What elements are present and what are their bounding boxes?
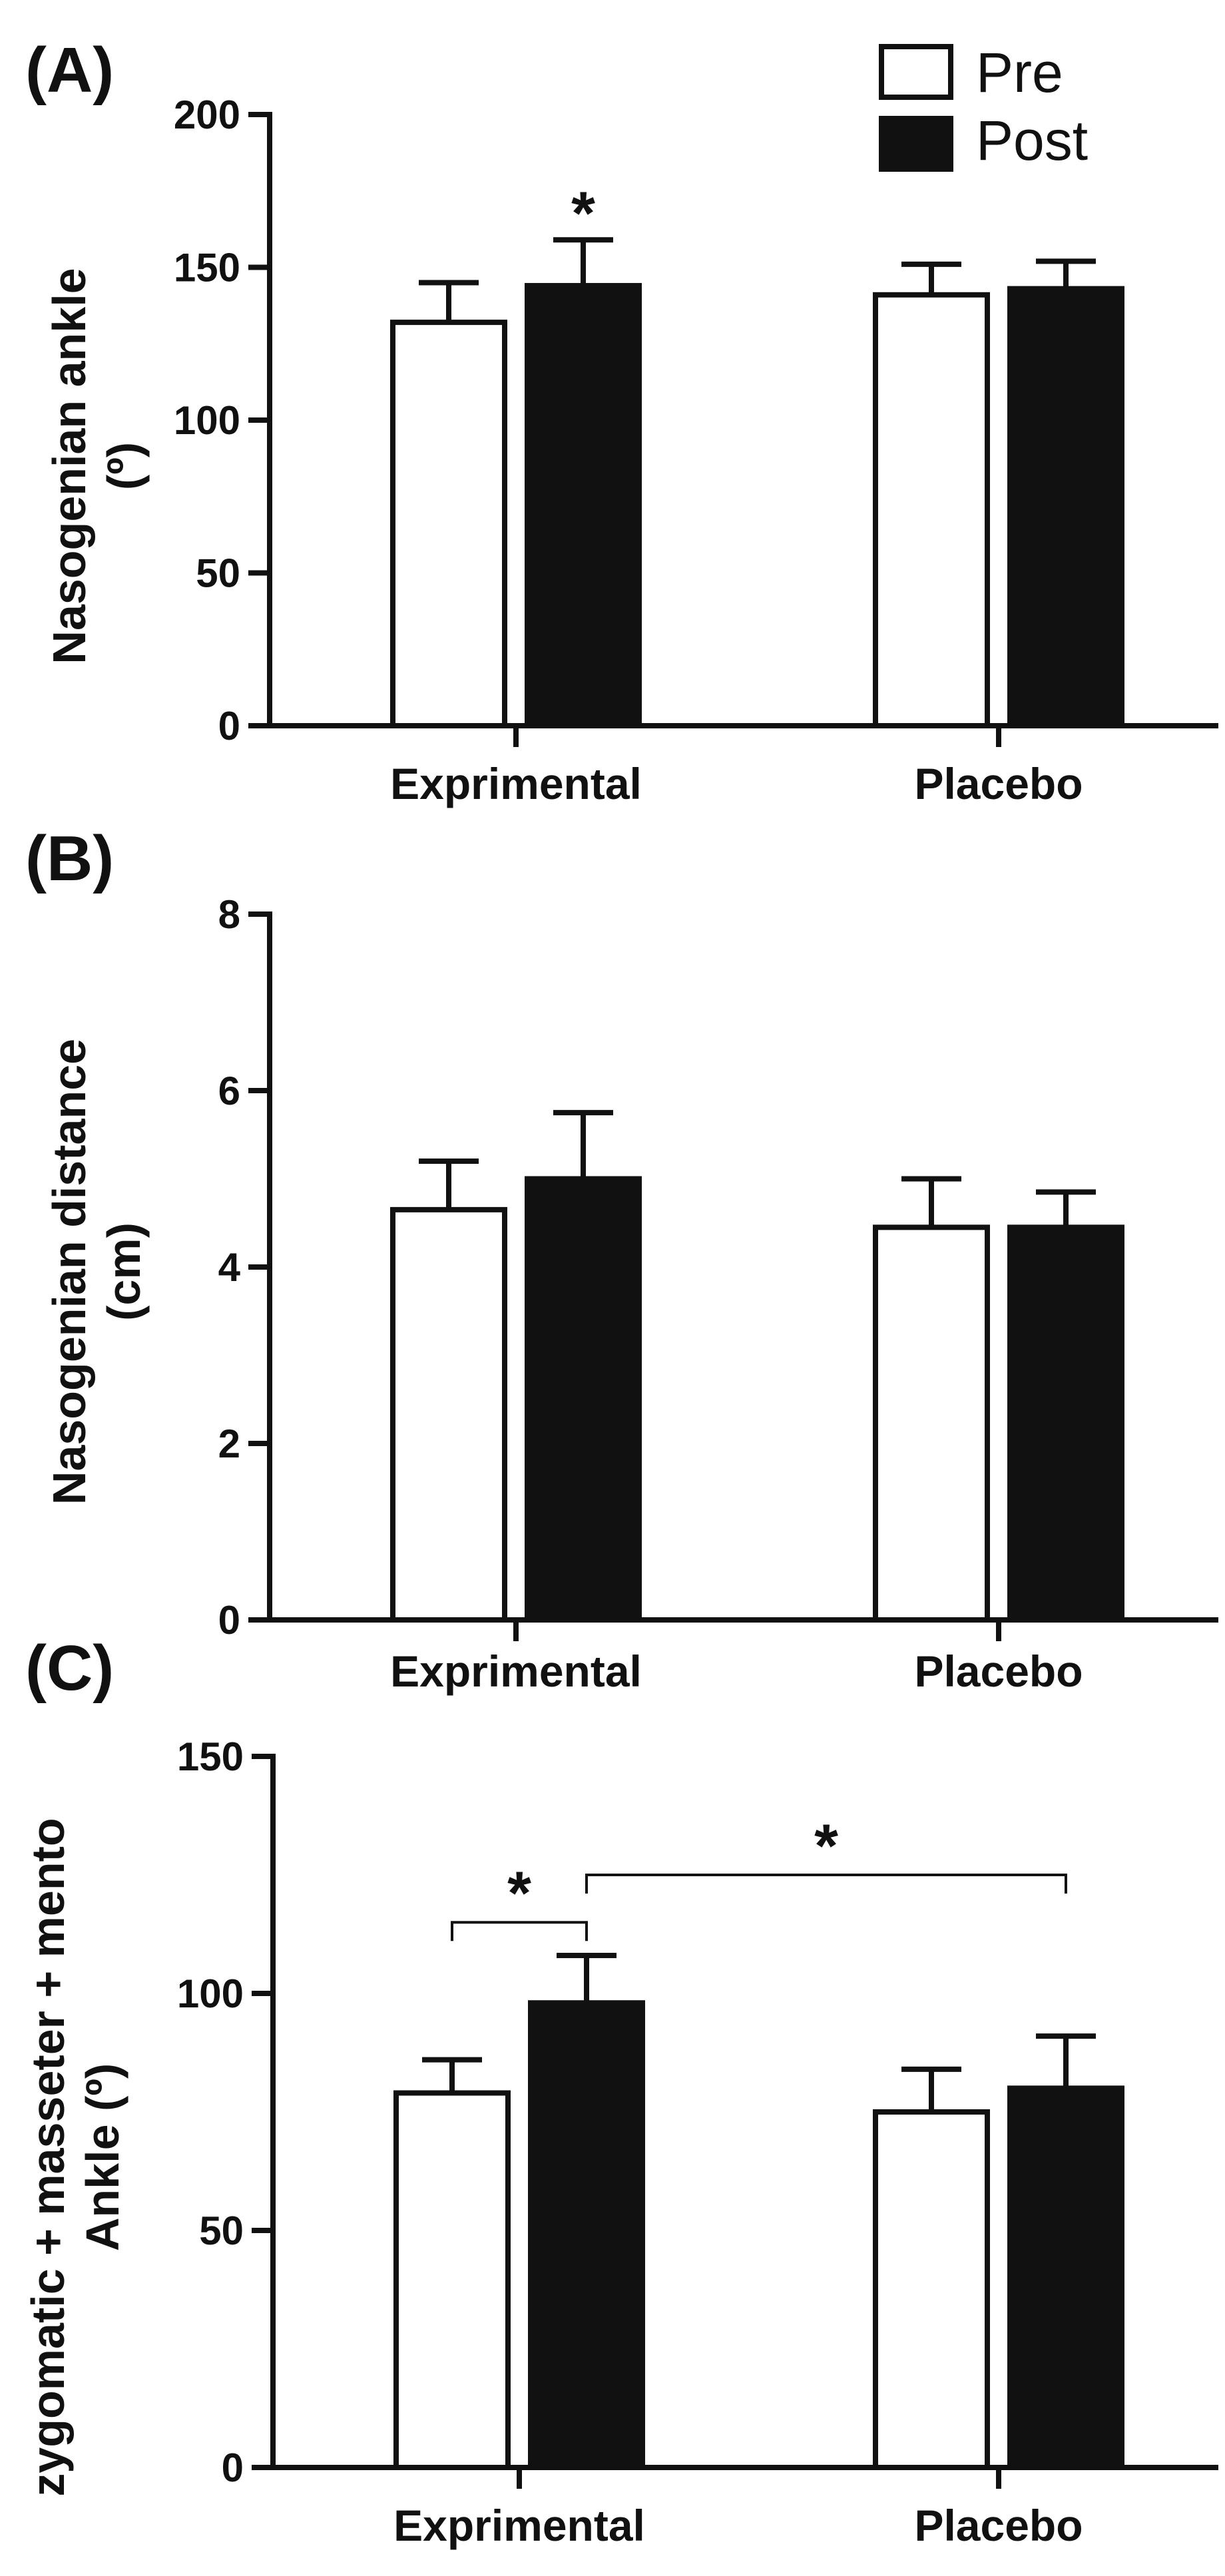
panel-b-y-tick-label-4: 8: [218, 892, 240, 937]
panel-c-significance-bracket-1: [585, 1874, 1067, 1894]
panel-a-bar-placebo-post: [1007, 286, 1124, 728]
panel-c-y-axis-title-line-2: Ankle (º): [77, 2063, 128, 2251]
panel-a-y-tick-label-4: 200: [174, 93, 240, 137]
panel-c-chart: (C) zygomatic + masseter + mento Ankle (…: [22, 1633, 1218, 2550]
legend-swatch-post: [879, 116, 953, 172]
panel-b-category-label-exprimental: Exprimental: [390, 1647, 642, 1696]
panel-c-bar-exprimental-pre: [393, 2090, 511, 2470]
panel-c-significance-star-0: *: [507, 1860, 531, 1928]
legend-swatch-pre: [879, 44, 953, 100]
panel-a-bar-exprimental-pre: [390, 320, 507, 728]
panel-b-y-tick-label-2: 4: [218, 1245, 241, 1290]
panel-c-significance-star-1: *: [814, 1812, 838, 1880]
panel-c-category-label-exprimental: Exprimental: [393, 2501, 645, 2550]
panel-b-category-label-placebo: Placebo: [914, 1647, 1083, 1696]
panel-c-y-tick-label-3: 150: [177, 1734, 244, 1779]
legend: Pre Post: [879, 41, 1088, 172]
panel-b-bar-placebo-pre: [873, 1224, 990, 1623]
panel-b-y-axis-title-line-2: (cm): [98, 1222, 150, 1321]
panel-a-y-axis-title-line-1: Nasogenian ankle: [43, 268, 95, 664]
panel-b-label: (B): [25, 823, 114, 894]
legend-label-post: Post: [976, 109, 1088, 172]
panel-c-bar-placebo-post: [1007, 2085, 1124, 2470]
panel-c-bar-placebo-pre: [873, 2109, 990, 2470]
panel-c-label: (C): [25, 1633, 114, 1704]
panel-c-y-tick-label-1: 50: [199, 2208, 244, 2253]
panel-a-y-tick-label-0: 0: [218, 704, 240, 748]
panel-a-category-label-placebo: Placebo: [914, 759, 1083, 808]
panel-a-label: (A): [25, 35, 114, 106]
panel-a-category-label-exprimental: Exprimental: [390, 759, 642, 808]
panel-a-y-tick-label-1: 50: [196, 551, 240, 596]
panel-b-y-tick-label-1: 2: [218, 1421, 240, 1466]
panel-c-bar-exprimental-post: [528, 2000, 645, 2470]
panel-b-bar-exprimental-pre: [390, 1206, 507, 1623]
panel-c-y-axis-title-line-1: zygomatic + masseter + mento: [22, 1818, 74, 2496]
panel-b-chart: (B) Nasogenian distance (cm) 0 2 4 6 8 Expri…: [25, 823, 1218, 1696]
panel-a-bar-placebo-pre: [873, 292, 990, 728]
panel-c-category-label-placebo: Placebo: [914, 2501, 1083, 2550]
panel-c-y-tick-label-2: 100: [177, 1971, 244, 2016]
panel-a-y-tick-label-3: 150: [174, 246, 240, 290]
panel-c-y-tick-label-0: 0: [222, 2446, 244, 2490]
panel-a-y-tick-label-2: 100: [174, 398, 240, 443]
legend-label-pre: Pre: [976, 41, 1063, 104]
panel-b-y-axis-title-line-1: Nasogenian distance: [43, 1039, 95, 1505]
panel-a-significance-star-0: *: [571, 180, 595, 248]
panel-b-y-tick-label-0: 0: [218, 1598, 240, 1643]
panel-b-y-tick-label-3: 6: [218, 1069, 240, 1113]
panel-a-y-axis-title-line-2: (º): [98, 442, 150, 490]
panel-a-bar-exprimental-post: [525, 283, 642, 729]
panel-c-significance-bracket-0: [451, 1921, 588, 1941]
panel-b-bar-exprimental-post: [525, 1176, 642, 1623]
panel-b-bar-placebo-post: [1007, 1224, 1124, 1623]
